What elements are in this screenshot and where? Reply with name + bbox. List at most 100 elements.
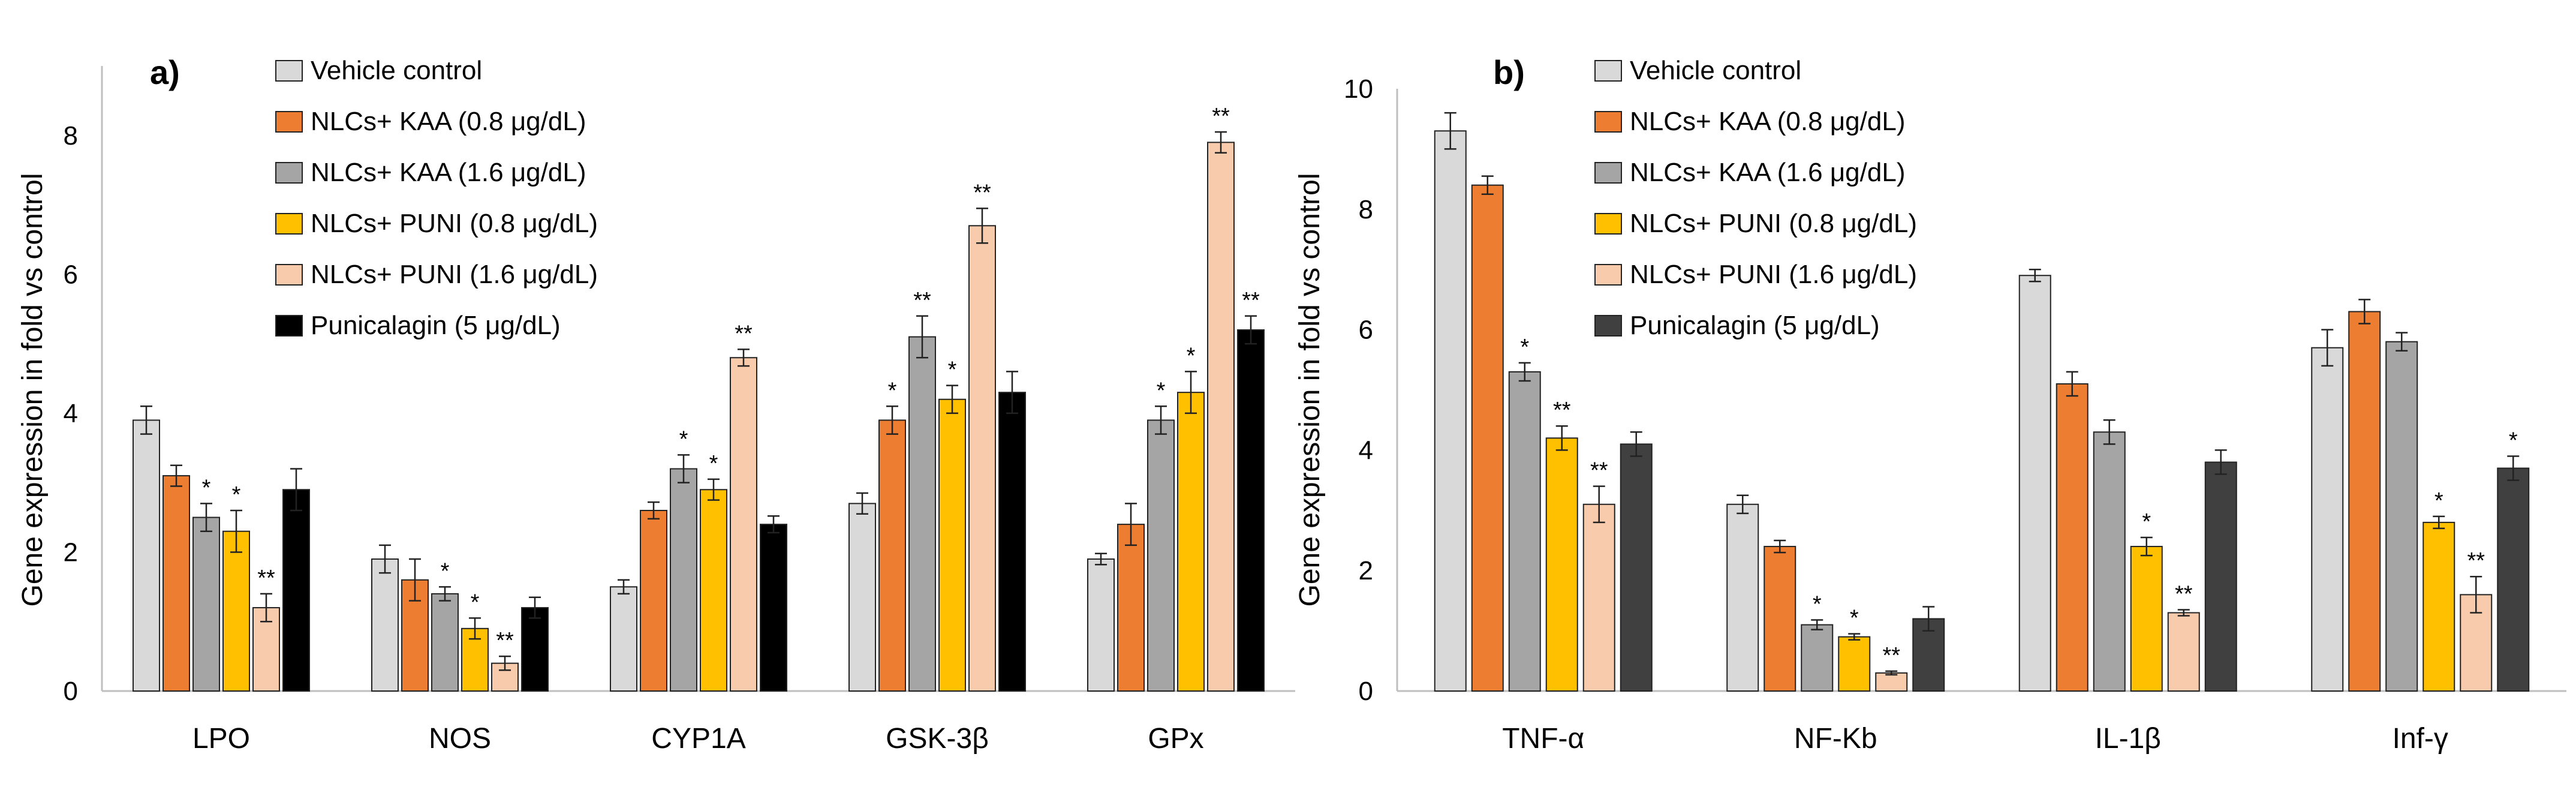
significance-label: * [709, 451, 718, 476]
y-tick-label: 6 [64, 260, 78, 289]
legend-swatch [1594, 264, 1622, 286]
bar [1237, 329, 1265, 692]
bar [1207, 142, 1235, 692]
significance-label: ** [1882, 643, 1900, 668]
significance-label: ** [1242, 288, 1260, 313]
bar [162, 475, 190, 692]
y-tick-label: 0 [1359, 677, 1373, 706]
bar [1875, 672, 1908, 692]
y-tick-label: 6 [1359, 316, 1373, 345]
legend-swatch [275, 213, 303, 235]
x-tick-label: Inf-γ [2393, 723, 2448, 755]
legend-swatch [1594, 162, 1622, 184]
axes-a: 0 2 4 6 8 LPO NOS CYP1A GSK-3β GPx [64, 66, 1295, 755]
y-tick-label: 8 [1359, 195, 1373, 224]
bar [1087, 558, 1115, 692]
y-tick-label: 2 [64, 537, 78, 567]
chart-panel-b: b) Gene expression in fold vs control 0 2… [1294, 53, 2566, 755]
significance-label: * [888, 378, 897, 403]
legend-swatch [1594, 213, 1622, 235]
bar [1620, 443, 1653, 692]
significance-label: ** [2175, 581, 2193, 606]
bar [1726, 503, 1759, 692]
bar [222, 530, 250, 692]
legend-swatch [275, 60, 303, 82]
bar [1582, 503, 1615, 692]
legend-label: NLCs+ KAA (1.6 μg/dL) [311, 158, 586, 187]
legend-label: NLCs+ KAA (0.8 μg/dL) [311, 107, 586, 136]
significance-label: * [1813, 592, 1822, 617]
bar [610, 586, 637, 692]
significance-label: * [679, 426, 688, 452]
bar [282, 489, 310, 692]
bar [2056, 383, 2089, 692]
legend-label: NLCs+ PUNI (1.6 μg/dL) [1630, 260, 1917, 289]
legend-swatch [1594, 60, 1622, 82]
bar [1177, 392, 1205, 692]
bar [371, 558, 399, 692]
x-tick-label: TNF-α [1502, 723, 1584, 755]
legend-swatch [275, 264, 303, 286]
bar [2385, 341, 2418, 692]
x-tick-label: CYP1A [651, 723, 745, 755]
bar [431, 593, 459, 692]
significance-label: ** [1590, 458, 1608, 483]
bars-a: * *** ******************** [133, 104, 1265, 692]
bar [878, 419, 906, 692]
legend-label: Punicalagin (5 μg/dL) [311, 311, 561, 340]
bar [2311, 347, 2344, 692]
panel-label-b: b) [1493, 53, 1525, 91]
x-tick-label: GSK-3β [886, 723, 989, 755]
significance-label: * [441, 558, 450, 584]
bar [192, 516, 220, 692]
significance-label: * [471, 590, 480, 615]
bar [730, 357, 757, 692]
significance-label: * [232, 482, 241, 507]
bar [2018, 275, 2051, 692]
bar [968, 225, 996, 692]
chart-panel-a: a) Gene expression in fold vs control 0 2… [17, 53, 1295, 755]
significance-label: ** [913, 288, 931, 313]
bar [1545, 437, 1578, 692]
bars-b: **************** [1434, 112, 2530, 692]
y-tick-label: 2 [1359, 556, 1373, 585]
significance-label: * [1520, 335, 1529, 360]
x-tick-label: LPO [192, 723, 250, 755]
significance-label: ** [735, 321, 753, 346]
x-tick-label: NF-Kb [1794, 723, 1877, 755]
bar [2130, 546, 2163, 692]
legend-label: NLCs+ PUNI (0.8 μg/dL) [311, 209, 598, 238]
bar [2497, 467, 2530, 692]
legend-label: Vehicle control [1630, 56, 1801, 85]
significance-label: ** [973, 180, 991, 205]
x-tick-label: IL-1β [2095, 723, 2161, 755]
significance-label: * [2434, 488, 2443, 513]
bar [1838, 636, 1871, 692]
y-tick-label: 0 [64, 677, 78, 706]
legend-a: Vehicle control NLCs+ KAA (0.8 μg/dL) NLCs… [275, 56, 598, 340]
significance-label: * [1850, 606, 1859, 631]
legend-label: NLCs+ KAA (0.8 μg/dL) [1630, 107, 1905, 136]
significance-label: * [948, 358, 957, 383]
significance-label: * [202, 475, 211, 500]
legend-label: NLCs+ KAA (1.6 μg/dL) [1630, 158, 1905, 187]
y-tick-label: 4 [1359, 435, 1373, 465]
significance-label: ** [257, 566, 275, 591]
significance-label: * [2142, 509, 2151, 534]
bar [2167, 612, 2200, 692]
bar [1764, 546, 1796, 692]
significance-label: ** [496, 628, 514, 653]
significance-label: * [1187, 343, 1196, 368]
legend-label: Vehicle control [311, 56, 482, 85]
y-tick-label: 4 [64, 399, 78, 428]
significance-label: ** [1212, 104, 1230, 129]
x-tick-label: NOS [429, 723, 491, 755]
bar [1801, 624, 1834, 692]
legend-label: Punicalagin (5 μg/dL) [1630, 311, 1880, 340]
panel-label-a: a) [150, 53, 180, 91]
legend-b: Vehicle control NLCs+ KAA (0.8 μg/dL) NLCs… [1594, 56, 1917, 340]
bar [2348, 311, 2381, 692]
bar [2093, 431, 2126, 692]
significance-label: ** [2467, 548, 2485, 573]
x-tick-label: GPx [1148, 723, 1203, 755]
